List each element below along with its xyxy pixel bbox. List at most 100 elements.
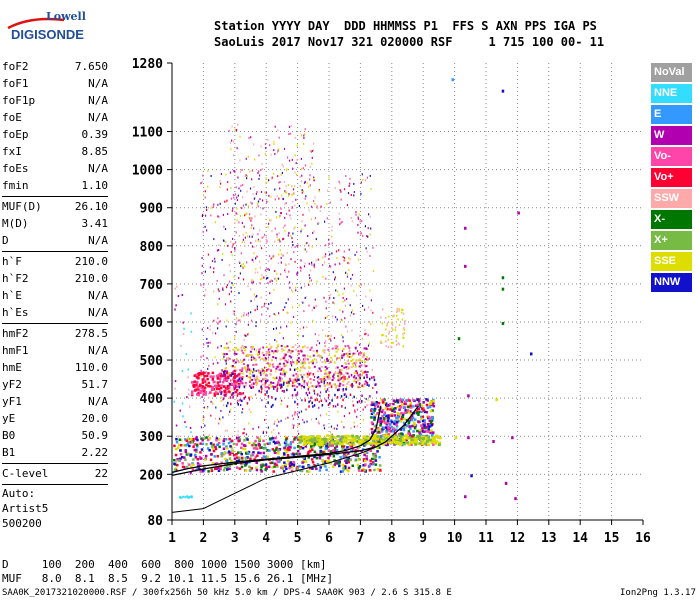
echo-point	[331, 347, 334, 350]
echo-point	[328, 436, 332, 440]
echo-point	[400, 311, 403, 314]
echo-point	[297, 424, 299, 427]
echo-point	[192, 463, 195, 466]
echo-point	[305, 296, 307, 299]
echo-point	[241, 168, 243, 171]
echo-point	[312, 149, 314, 152]
echo-point	[251, 281, 253, 284]
file-info: SAA0K_2017321020000.RSF / 300fx256h 50 k…	[2, 588, 452, 598]
echo-point	[225, 459, 229, 463]
echo-point	[418, 403, 422, 406]
echo-point	[317, 420, 319, 423]
echo-point	[315, 361, 318, 364]
echo-point	[250, 226, 252, 229]
echo-point	[380, 341, 383, 344]
echo-point	[292, 460, 296, 464]
echo-point	[323, 349, 326, 352]
echo-point	[303, 373, 306, 376]
echo-point	[220, 399, 222, 402]
echo-point	[360, 232, 362, 235]
echo-point	[278, 253, 280, 256]
echo-point	[207, 327, 209, 330]
echo-point	[311, 156, 313, 159]
echo-point	[340, 198, 342, 201]
echo-point	[316, 398, 318, 401]
echo-point	[409, 412, 412, 415]
echo-point	[224, 373, 227, 376]
echo-point	[327, 449, 331, 452]
echo-point	[299, 176, 301, 179]
echo-point	[284, 216, 286, 219]
echo-point	[430, 423, 433, 427]
echo-point	[339, 470, 343, 473]
echo-point	[305, 437, 308, 440]
echo-point	[264, 405, 267, 408]
echo-point	[289, 132, 291, 135]
echo-point	[291, 350, 294, 353]
echo-point	[318, 435, 322, 438]
echo-point	[381, 334, 383, 337]
echo-point	[243, 241, 246, 244]
echo-point	[330, 425, 333, 428]
echo-point	[300, 267, 302, 270]
param-value: 50.9	[81, 429, 109, 442]
echo-point	[306, 376, 309, 379]
echo-point	[190, 431, 192, 434]
echo-point	[202, 390, 205, 393]
echo-point	[276, 277, 278, 280]
echo-point	[232, 396, 234, 399]
echo-point	[329, 402, 331, 405]
echo-point	[431, 439, 435, 443]
echo-point	[396, 418, 400, 421]
echo-point	[399, 432, 403, 435]
echo-point	[290, 361, 293, 364]
echo-point	[355, 381, 357, 384]
echo-point	[361, 438, 365, 442]
echo-point	[280, 256, 282, 259]
echo-point	[309, 280, 311, 283]
echo-point	[209, 375, 212, 378]
echo-point	[244, 384, 247, 387]
echo-point	[271, 280, 273, 283]
echo-point	[292, 361, 295, 364]
echo-point	[218, 320, 220, 323]
echo-point	[215, 467, 218, 470]
echo-point	[396, 412, 400, 415]
echo-point	[294, 413, 296, 416]
echo-point	[304, 297, 306, 299]
echo-point	[353, 290, 355, 293]
echo-point	[318, 334, 320, 337]
echo-point	[307, 380, 309, 383]
echo-point	[235, 443, 238, 446]
echo-point	[263, 377, 266, 380]
echo-point	[271, 431, 273, 434]
echo-point	[286, 448, 289, 451]
echo-point	[424, 436, 428, 440]
echo-point	[301, 399, 303, 402]
echo-point	[187, 388, 190, 391]
echo-point	[308, 244, 310, 247]
echo-point	[339, 223, 341, 226]
echo-point	[204, 454, 208, 458]
echo-point	[234, 361, 237, 364]
echo-point	[346, 354, 349, 357]
echo-point	[282, 470, 286, 473]
echo-point	[213, 319, 215, 322]
echo-point	[304, 180, 306, 183]
echo-points	[172, 78, 533, 501]
echo-point	[242, 432, 244, 435]
echo-point	[370, 412, 374, 416]
echo-point	[339, 442, 342, 446]
echo-point	[389, 408, 392, 411]
echo-point	[225, 367, 228, 369]
echo-point	[189, 440, 192, 443]
echo-point	[348, 350, 351, 353]
echo-point	[265, 147, 267, 149]
echo-point	[284, 269, 286, 272]
echo-point	[310, 360, 313, 363]
echo-point	[423, 430, 426, 433]
echo-point	[300, 286, 302, 289]
echo-point	[263, 359, 265, 362]
echo-point	[328, 352, 331, 355]
echo-point	[386, 322, 389, 325]
